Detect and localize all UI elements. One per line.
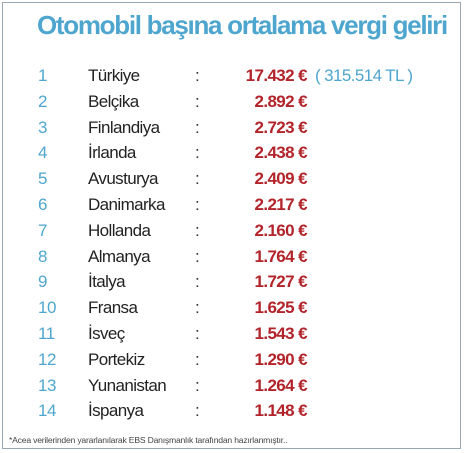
rank-number: 14 bbox=[38, 401, 56, 421]
country-name: İspanya bbox=[88, 401, 144, 421]
rank-number: 12 bbox=[38, 349, 56, 369]
list-item: 11 İsveç : 1.543 € bbox=[3, 321, 462, 347]
tax-value: 1.543 € bbox=[254, 323, 307, 343]
rank-number: 3 bbox=[38, 117, 47, 137]
rank-number: 6 bbox=[38, 194, 47, 214]
tax-value: 1.625 € bbox=[254, 298, 307, 318]
tax-value: 1.727 € bbox=[254, 272, 307, 292]
country-name: Türkiye bbox=[88, 66, 140, 85]
tax-value: 2.892 € bbox=[254, 91, 307, 111]
list-item: 10 Fransa : 1.625 € bbox=[3, 295, 462, 321]
source-footnote: *Acea verilerinden yararlanılarak EBS Da… bbox=[9, 435, 288, 445]
rank-number: 9 bbox=[38, 272, 47, 292]
separator: : bbox=[195, 375, 200, 395]
tax-value: 2.438 € bbox=[254, 143, 307, 163]
tax-value: 2.160 € bbox=[254, 220, 307, 240]
country-name: İrlanda bbox=[88, 143, 136, 163]
country-name: Portekiz bbox=[88, 349, 145, 369]
country-name: Hollanda bbox=[88, 220, 151, 240]
list-item: 9 İtalya : 1.727 € bbox=[3, 269, 462, 295]
tl-equivalent: ( 315.514 TL ) bbox=[315, 66, 413, 85]
country-name: Avusturya bbox=[88, 169, 158, 189]
separator: : bbox=[195, 66, 200, 85]
list-item: 2 Belçika : 2.892 € bbox=[3, 89, 462, 115]
tax-table-card: Otomobil başına ortalama vergi geliri 1 … bbox=[2, 2, 461, 449]
tax-value: 1.290 € bbox=[254, 349, 307, 369]
separator: : bbox=[195, 401, 200, 421]
separator: : bbox=[195, 169, 200, 189]
country-name: Belçika bbox=[88, 91, 139, 111]
list-item: 6 Danimarka : 2.217 € bbox=[3, 192, 462, 218]
rank-number: 4 bbox=[38, 143, 47, 163]
separator: : bbox=[195, 194, 200, 214]
country-name: Finlandiya bbox=[88, 117, 160, 137]
list-item: 13 Yunanistan : 1.264 € bbox=[3, 373, 462, 399]
tax-value: 17.432 € bbox=[245, 66, 308, 85]
tax-value: 1.148 € bbox=[254, 401, 307, 421]
country-name: İsveç bbox=[88, 323, 125, 343]
rank-number: 13 bbox=[38, 375, 56, 395]
rank-number: 10 bbox=[38, 298, 56, 318]
separator: : bbox=[195, 272, 200, 292]
list-item: 5 Avusturya : 2.409 € bbox=[3, 166, 462, 192]
tax-value: 1.264 € bbox=[254, 375, 307, 395]
country-name: Fransa bbox=[88, 298, 138, 318]
list-item: 12 Portekiz : 1.290 € bbox=[3, 347, 462, 373]
rank-number: 11 bbox=[38, 323, 55, 343]
rank-number: 7 bbox=[38, 220, 47, 240]
country-name: İtalya bbox=[88, 272, 126, 292]
rank-number: 1 bbox=[38, 66, 47, 85]
separator: : bbox=[195, 143, 200, 163]
tax-value: 1.764 € bbox=[254, 246, 307, 266]
page-title: Otomobil başına ortalama vergi geliri bbox=[37, 10, 448, 40]
country-name: Danimarka bbox=[88, 194, 165, 214]
tax-value: 2.217 € bbox=[254, 194, 307, 214]
ranking-list: 1 Türkiye : 17.432 € ( 315.514 TL ) 2 Be… bbox=[3, 63, 462, 424]
separator: : bbox=[195, 246, 200, 266]
separator: : bbox=[195, 349, 200, 369]
tax-value: 2.409 € bbox=[254, 169, 307, 189]
separator: : bbox=[195, 91, 200, 111]
country-name: Yunanistan bbox=[88, 375, 167, 395]
country-name: Almanya bbox=[88, 246, 151, 266]
separator: : bbox=[195, 117, 200, 137]
rank-number: 2 bbox=[38, 91, 47, 111]
list-item: 1 Türkiye : 17.432 € ( 315.514 TL ) bbox=[3, 63, 462, 89]
separator: : bbox=[195, 298, 200, 318]
list-item: 4 İrlanda : 2.438 € bbox=[3, 140, 462, 166]
list-item: 3 Finlandiya : 2.723 € bbox=[3, 115, 462, 141]
list-item: 7 Hollanda : 2.160 € bbox=[3, 218, 462, 244]
rank-number: 8 bbox=[38, 246, 47, 266]
rank-number: 5 bbox=[38, 169, 47, 189]
list-item: 14 İspanya : 1.148 € bbox=[3, 398, 462, 424]
separator: : bbox=[195, 220, 200, 240]
tax-value: 2.723 € bbox=[254, 117, 307, 137]
separator: : bbox=[195, 323, 200, 343]
list-item: 8 Almanya : 1.764 € bbox=[3, 244, 462, 270]
